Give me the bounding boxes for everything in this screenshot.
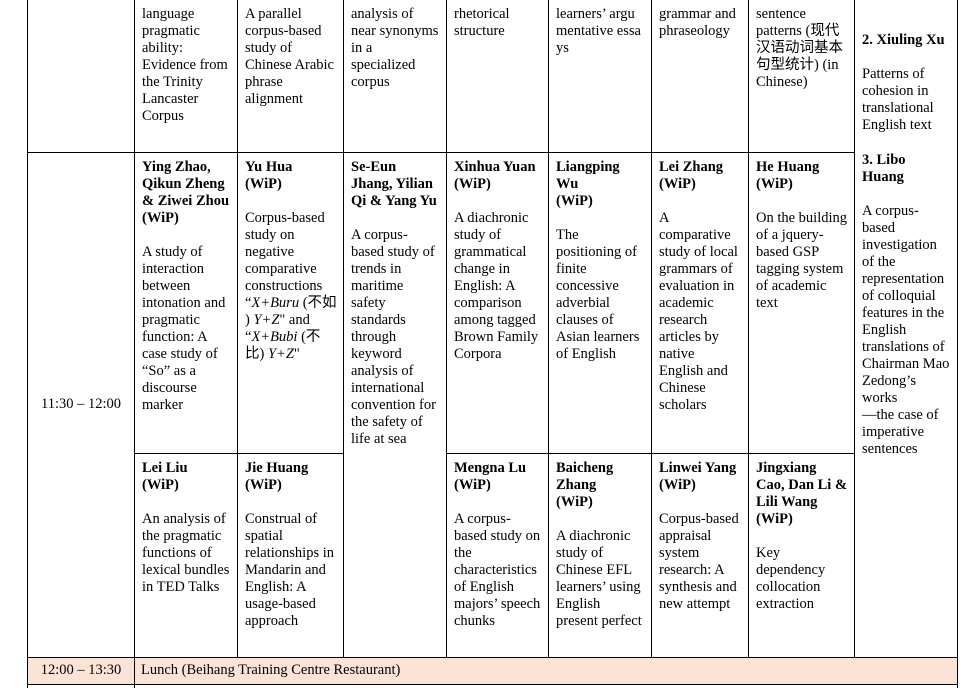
paper-authors: Linwei Yang bbox=[659, 459, 737, 476]
paper-cell-lei-zhang: Lei Zhang (WiP) A comparative study of l… bbox=[651, 151, 749, 454]
paper-cell-xinhua-yuan: Xinhua Yuan (WiP) A diachronic study of … bbox=[446, 151, 549, 454]
paper-wip-tag: (WiP) bbox=[756, 175, 793, 192]
cell-title-continuation: sentence patterns (现代汉语动词基本句型统计) (in Chi… bbox=[748, 0, 855, 153]
paper-title: Construal of spatial relationships in Ma… bbox=[245, 510, 335, 629]
paper-authors: Jingxiang Cao, Dan Li & Lili Wang bbox=[756, 459, 848, 510]
cell-title-continuation: rhetorical structure bbox=[446, 0, 549, 153]
paper-cell-yu-hua: Yu Hua (WiP) Corpus-based study on negat… bbox=[237, 151, 344, 454]
paper-cell-lei-liu: Lei Liu (WiP) An analysis of the pragmat… bbox=[134, 452, 238, 658]
cell-title-continuation: language pragmatic ability: Evidence fro… bbox=[134, 0, 238, 153]
paper-cell-jingxiang-cao: Jingxiang Cao, Dan Li & Lili Wang (WiP) … bbox=[748, 452, 855, 658]
plenary-speaker-heading: 2. Xiuling Xu bbox=[862, 32, 945, 48]
paper-authors: Baicheng Zhang bbox=[556, 459, 614, 493]
time-cell-empty bbox=[27, 683, 135, 688]
paper-title: Corpus-based appraisal system research: … bbox=[659, 510, 739, 612]
paper-cell-linwei-yang: Linwei Yang (WiP) Corpus-based appraisal… bbox=[651, 452, 749, 658]
cell-title-continuation: grammar and phraseology bbox=[651, 0, 749, 153]
paper-title: A corpus-based study on the characterist… bbox=[454, 510, 541, 629]
table-row: Lei Liu (WiP) An analysis of the pragmat… bbox=[28, 452, 958, 658]
paper-cell-jie-huang: Jie Huang (WiP) Construal of spatial rel… bbox=[237, 452, 344, 658]
paper-wip-tag: (WiP) bbox=[659, 175, 696, 192]
plenary-title: A corpus-based investigation of the repr… bbox=[862, 203, 950, 406]
paper-title: analysis of near synonyms in a specializ… bbox=[351, 6, 439, 90]
paper-authors: He Huang bbox=[756, 158, 820, 175]
paper-cell-he-huang: He Huang (WiP) On the building of a jque… bbox=[748, 151, 855, 454]
cell-title-continuation: learners’ argumentative essays bbox=[548, 0, 652, 153]
paper-title: A diachronic study of Chinese EFL learne… bbox=[556, 527, 642, 629]
paper-cell-mengna-lu: Mengna Lu (WiP) A corpus-based study on … bbox=[446, 452, 549, 658]
session-time: 11:30 – 12:00 bbox=[40, 396, 122, 412]
paper-authors: Jie Huang bbox=[245, 459, 309, 476]
paper-title: A comparative study of local grammars of… bbox=[659, 209, 738, 413]
paper-authors: Liangping Wu bbox=[556, 158, 620, 192]
paper-title: sentence patterns (现代汉语动词基本句型统计) (in Chi… bbox=[756, 6, 843, 90]
paper-title: learners’ argumentative essays bbox=[556, 6, 641, 56]
paper-authors: Ying Zhao, Qikun Zheng & Ziwei Zhou bbox=[142, 158, 230, 209]
lunch-label: Lunch (Beihang Training Centre Restauran… bbox=[141, 662, 401, 678]
paper-cell-baicheng-zhang: Baicheng Zhang (WiP) A diachronic study … bbox=[548, 452, 652, 658]
paper-title: Corpus-based study on negative comparati… bbox=[245, 209, 337, 362]
paper-wip-tag: (WiP) bbox=[556, 192, 593, 209]
paper-title: Key dependency collocation extraction bbox=[756, 544, 826, 612]
paper-wip-tag: (WiP) bbox=[245, 476, 282, 493]
paper-wip-tag: (WiP) bbox=[454, 175, 491, 192]
paper-authors: Mengna Lu bbox=[454, 459, 527, 476]
time-cell-empty bbox=[27, 0, 135, 153]
paper-wip-tag: (WiP) bbox=[142, 476, 179, 493]
table-row-cutoff bbox=[27, 683, 958, 688]
paper-cell-se-eun-jhang: Se-Eun Jhang, Yilian Qi & Yang Yu A corp… bbox=[343, 151, 447, 658]
plenary-title-continued: —the case of imperative sentences bbox=[862, 407, 939, 457]
paper-authors: Xinhua Yuan bbox=[454, 158, 536, 175]
lunch-label-cell: Lunch (Beihang Training Centre Restauran… bbox=[134, 656, 958, 685]
paper-title: language pragmatic ability: Evidence fro… bbox=[142, 6, 228, 124]
paper-wip-tag: (WiP) bbox=[142, 209, 179, 226]
paper-title: A study of interaction between intonatio… bbox=[142, 243, 226, 413]
table-row: language pragmatic ability: Evidence fro… bbox=[27, 0, 958, 658]
time-cell: 12:00 – 13:30 bbox=[27, 656, 135, 685]
lunch-time: 12:00 – 13:30 bbox=[40, 662, 122, 678]
paper-cell-ying-zhao: Ying Zhao, Qikun Zheng & Ziwei Zhou (WiP… bbox=[134, 151, 238, 454]
plenary-speaker-heading: 3. Libo Huang bbox=[862, 152, 906, 185]
paper-wip-tag: (WiP) bbox=[659, 476, 696, 493]
paper-title: The positioning of finite concessive adv… bbox=[556, 226, 640, 362]
paper-authors: Lei Zhang bbox=[659, 158, 724, 175]
paper-title: grammar and phraseology bbox=[659, 6, 736, 39]
cell-plenary-list: 2. Xiuling Xu Patterns of cohesion in tr… bbox=[854, 0, 958, 658]
paper-authors: Lei Liu bbox=[142, 459, 188, 476]
paper-authors: Se-Eun Jhang, Yilian Qi & Yang Yu bbox=[351, 158, 437, 209]
paper-wip-tag: (WiP) bbox=[756, 510, 793, 527]
paper-title: A corpus-based study of trends in mariti… bbox=[351, 226, 436, 447]
paper-title: On the building of a jquery-based GSP ta… bbox=[756, 209, 848, 311]
plenary-title: Patterns of cohesion in translational En… bbox=[862, 66, 934, 133]
paper-title: A parallel corpus-based study of Chinese… bbox=[245, 6, 334, 107]
paper-authors: Yu Hua bbox=[245, 158, 293, 175]
paper-cell-liangping-wu: Liangping Wu (WiP) The positioning of fi… bbox=[548, 151, 652, 454]
paper-wip-tag: (WiP) bbox=[454, 476, 491, 493]
paper-title: An analysis of the pragmatic functions o… bbox=[142, 510, 230, 595]
table-row: 11:30 – 12:00 Ying Zhao, Qikun Zheng & Z… bbox=[27, 151, 958, 658]
paper-title: rhetorical structure bbox=[454, 6, 510, 39]
time-cell: 11:30 – 12:00 bbox=[27, 151, 135, 658]
paper-wip-tag: (WiP) bbox=[245, 175, 282, 192]
conference-schedule-table: language pragmatic ability: Evidence fro… bbox=[27, 0, 958, 688]
cell-title-continuation: analysis of near synonyms in a specializ… bbox=[343, 0, 447, 153]
lunch-row: 12:00 – 13:30 Lunch (Beihang Training Ce… bbox=[27, 656, 958, 685]
cell-title-continuation: A parallel corpus-based study of Chinese… bbox=[237, 0, 344, 153]
paper-wip-tag: (WiP) bbox=[556, 493, 593, 510]
cell-cutoff bbox=[134, 683, 958, 688]
paper-title: A diachronic study of grammatical change… bbox=[454, 209, 539, 362]
